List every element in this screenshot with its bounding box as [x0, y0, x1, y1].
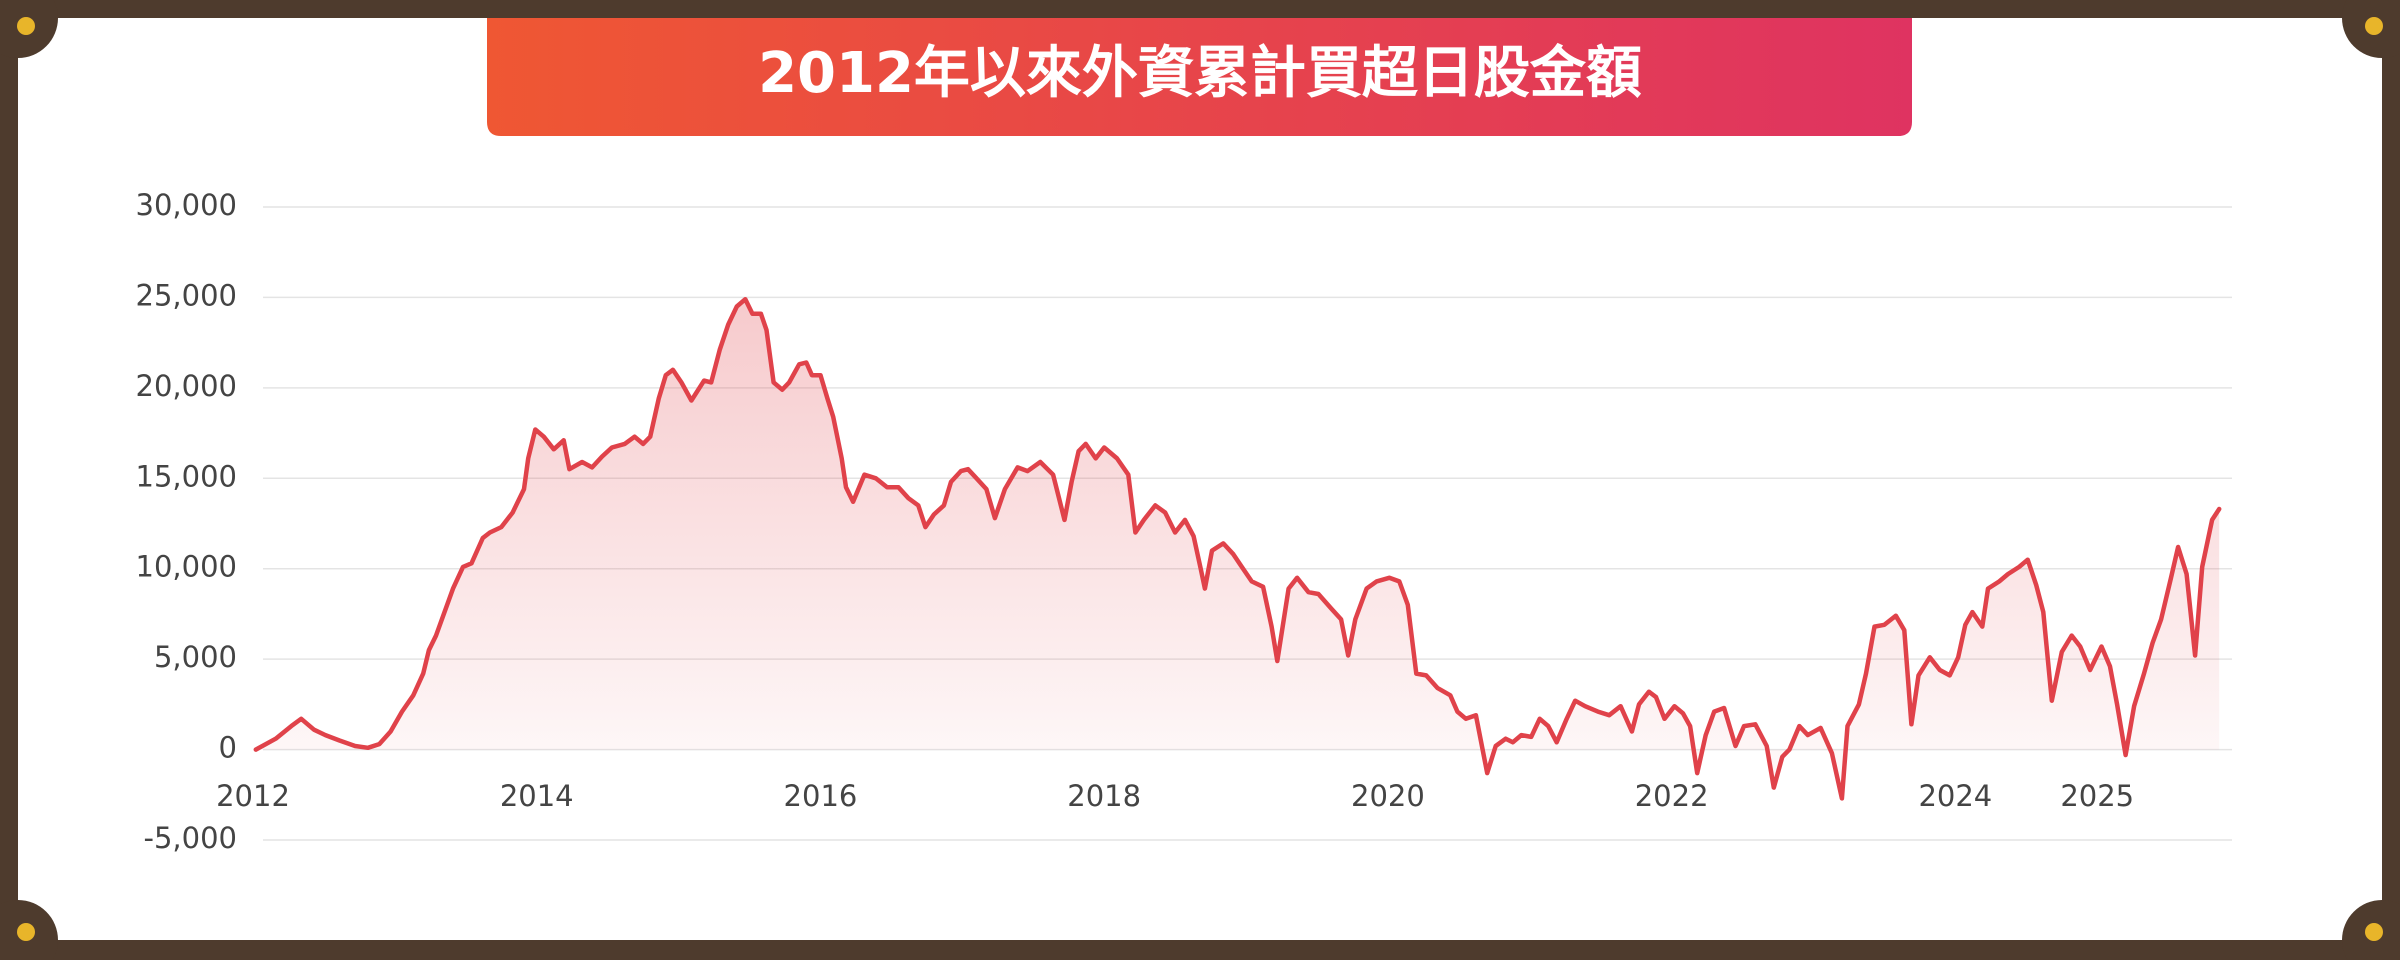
y-tick-label: 15,000 [136, 459, 237, 493]
title-banner [487, 18, 1912, 136]
y-tick-label: 0 [219, 731, 237, 765]
corner-suns [17, 17, 2383, 941]
x-tick-label: 2025 [2060, 779, 2134, 813]
x-tick-label: 2012 [216, 779, 290, 813]
x-tick-label: 2020 [1351, 779, 1425, 813]
x-tick-label: 2016 [784, 779, 858, 813]
y-tick-label: 10,000 [136, 550, 237, 584]
y-tick-label: 25,000 [136, 278, 237, 312]
y-tick-label: 20,000 [136, 369, 237, 403]
chart-title: 2012年以來外資累計買超日股金額 [758, 41, 1642, 106]
y-tick-label: 30,000 [136, 188, 237, 222]
x-tick-label: 2014 [500, 779, 574, 813]
x-tick-label: 2024 [1918, 779, 1992, 813]
y-tick-label: -5,000 [144, 821, 238, 855]
area [255, 299, 2220, 799]
line [253, 296, 2222, 801]
x-tick-label: 2018 [1067, 779, 1141, 813]
y-tick-label: 5,000 [154, 640, 237, 674]
x-tick-label: 2022 [1635, 779, 1709, 813]
